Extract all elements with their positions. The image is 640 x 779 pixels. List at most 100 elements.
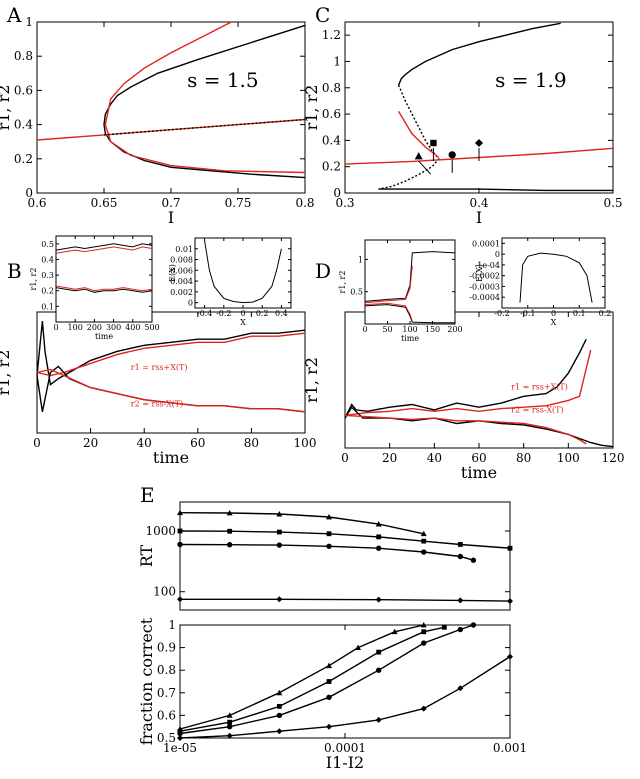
x-tick-label: 0.2: [256, 309, 269, 318]
y-tick-label: 0.002: [170, 288, 193, 297]
y-tick-label: 0.008: [170, 256, 193, 265]
panel-label: E: [140, 483, 155, 507]
panel-label: A: [6, 3, 22, 27]
y-tick-label: 0.3: [41, 271, 54, 280]
x-tick-label: 40: [427, 451, 442, 465]
y-axis-label: r1, r2: [0, 85, 13, 131]
data-point: [276, 728, 283, 735]
x-axis-label: time: [401, 334, 419, 343]
series-line: [204, 240, 282, 304]
x-tick-label: 0.3: [335, 196, 354, 210]
chart-E_bottom: 1e-05 0.0001 0.001 0.5 0.6 0.7 0.8 0.9 1 I1-I2 fra…: [137, 617, 527, 772]
data-point: [457, 542, 463, 547]
data-point: [177, 735, 183, 741]
data-point: [421, 538, 427, 544]
panel-label: B: [7, 259, 22, 283]
series-line: [104, 21, 306, 174]
x-axis-label: time: [153, 448, 189, 467]
data-point: [276, 529, 282, 535]
y-axis-label: r1, r2: [29, 268, 38, 291]
y-tick-label: 0.8: [157, 663, 176, 677]
x-tick-label: 100: [557, 451, 580, 465]
x-axis-label: I1-I2: [326, 753, 364, 772]
series-line: [344, 414, 587, 445]
x-axis-label: X: [240, 318, 246, 327]
data-point: [376, 649, 382, 655]
x-tick-label: -0.1: [520, 309, 535, 318]
x-tick-label: 0.2: [599, 309, 612, 318]
data-point: [457, 685, 464, 692]
y-tick-label: 1: [168, 618, 176, 632]
y-axis-label: E(X): [475, 264, 484, 282]
data-point: [326, 662, 333, 669]
y-tick-label: -0.0002: [469, 272, 500, 281]
data-point: [177, 509, 183, 516]
x-tick-label: 80: [516, 451, 531, 465]
plot-frame: [179, 501, 511, 611]
x-tick-label: 500: [144, 323, 159, 332]
inset-background: [502, 238, 605, 308]
data-point: [376, 534, 382, 540]
data-point: [226, 509, 233, 516]
x-tick-label: 1e-05: [163, 741, 197, 755]
x-tick-label: 0: [341, 451, 349, 465]
data-point: [326, 679, 332, 684]
y-tick-label: 0.5: [41, 240, 54, 249]
series-line: [378, 84, 440, 190]
series-line: [103, 24, 306, 179]
data-point: [226, 712, 233, 718]
chart-D: 0 20 40 60 80 100 120 time r1, r2 Dr1 = rss+X(T) r…: [302, 259, 624, 482]
series-line: [179, 512, 424, 535]
data-point: [375, 596, 382, 603]
data-point: [226, 724, 233, 730]
x-tick-label: 60: [190, 436, 205, 450]
series-line: [179, 626, 445, 732]
y-tick-label: 0.8: [14, 49, 33, 63]
marker-triangle: [414, 152, 423, 160]
y-tick-label: 0.4: [322, 133, 341, 147]
x-tick-label: 400: [125, 323, 140, 332]
y-axis-label: r1, r2: [338, 271, 347, 294]
y-tick-label: 0: [25, 186, 33, 200]
x-tick-label: 0: [240, 309, 245, 318]
y-tick-label: 0: [495, 250, 500, 259]
data-point: [276, 542, 283, 548]
chart-C: 0.3 0.4 0.5 0 0.2 0.4 0.6 0.8 1 1.2 Ir1, r2 Cs = 1.…: [302, 3, 623, 227]
y-axis-label: RT: [137, 544, 156, 567]
series-line: [344, 338, 587, 419]
y-tick-label: 1: [358, 255, 363, 264]
x-tick-label: 60: [471, 451, 486, 465]
data-point: [507, 653, 513, 660]
x-tick-label: 0.5: [603, 196, 622, 210]
y-axis-label: E(X): [168, 264, 177, 282]
y-tick-label: -0.0003: [469, 282, 500, 291]
y-axis-label: fraction correct: [137, 617, 156, 745]
data-point: [507, 545, 513, 551]
data-point: [375, 521, 382, 527]
data-point: [457, 597, 464, 604]
x-tick-label: 0.0001: [324, 741, 366, 755]
x-axis-label: X: [551, 318, 557, 327]
plot-frame: [344, 21, 614, 194]
data-point: [177, 730, 183, 737]
inset-background: [195, 238, 291, 308]
y-tick-label: 1.2: [322, 28, 341, 42]
y-tick-label: 0.6: [157, 708, 176, 722]
y-axis-label: r1, r2: [302, 357, 321, 403]
x-tick-label: -0.4: [197, 309, 212, 318]
data-point: [420, 705, 427, 712]
data-point: [276, 596, 283, 603]
y-tick-label: 0.004: [170, 277, 193, 286]
x-tick-label: 20: [83, 436, 98, 450]
chart-D_inset2: -0.2 -0.1 0 0.1 0.20.00010-1e-04-0.0002-0.00…: [469, 237, 612, 327]
data-point: [226, 732, 233, 739]
data-point: [276, 689, 283, 696]
data-point: [375, 667, 382, 673]
x-tick-label: 40: [137, 436, 152, 450]
curve-label: r1 = rss+X(T): [511, 383, 568, 392]
marker-square: [430, 139, 437, 147]
y-tick-label: 100: [153, 585, 176, 599]
y-tick-label: 0.2: [322, 160, 341, 174]
series-line: [55, 285, 153, 292]
